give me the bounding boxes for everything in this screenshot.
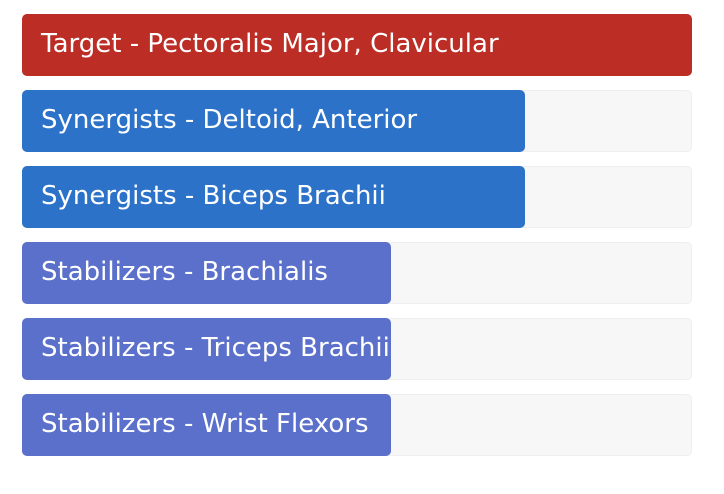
muscle-bar-fill	[22, 242, 391, 304]
muscle-bar-label: Stabilizers - Brachialis	[41, 257, 328, 287]
muscle-bar-fill	[22, 166, 525, 228]
muscle-bar-fill	[22, 90, 525, 152]
muscle-bar-label-clip: Stabilizers - Brachialis	[22, 242, 417, 304]
muscle-bar-stabilizer-triceps-brachii: Stabilizers - Triceps Brachii	[22, 318, 692, 380]
muscle-bar-synergist-deltoid-anterior: Synergists - Deltoid, Anterior	[22, 90, 692, 152]
muscle-bar-label-clip: Target - Pectoralis Major, Clavicular	[22, 14, 692, 76]
muscle-bar-label-clip: Synergists - Biceps Brachii	[22, 166, 551, 228]
muscle-bar-fill	[22, 394, 391, 456]
muscle-bar-fill	[22, 14, 692, 76]
muscle-bar-label-clip: Synergists - Deltoid, Anterior	[22, 90, 551, 152]
muscle-bar-label-clip: Stabilizers - Triceps Brachii	[22, 318, 417, 380]
muscle-bar-label: Synergists - Deltoid, Anterior	[41, 105, 418, 135]
muscle-bar-label: Synergists - Biceps Brachii	[41, 181, 386, 211]
muscle-bar-label-clip: Stabilizers - Wrist Flexors	[22, 394, 417, 456]
muscle-bar-label: Stabilizers - Triceps Brachii	[41, 333, 390, 363]
muscle-bar-fill	[22, 318, 391, 380]
muscle-bar-synergist-biceps-brachii: Synergists - Biceps Brachii	[22, 166, 692, 228]
muscle-bar-target-pectoralis-major: Target - Pectoralis Major, Clavicular	[22, 14, 692, 76]
muscle-bar-label: Stabilizers - Wrist Flexors	[41, 409, 369, 439]
muscle-bar-stabilizer-brachialis: Stabilizers - Brachialis	[22, 242, 692, 304]
muscle-bar-label: Target - Pectoralis Major, Clavicular	[41, 29, 499, 59]
muscle-bar-stabilizer-wrist-flexors: Stabilizers - Wrist Flexors	[22, 394, 692, 456]
